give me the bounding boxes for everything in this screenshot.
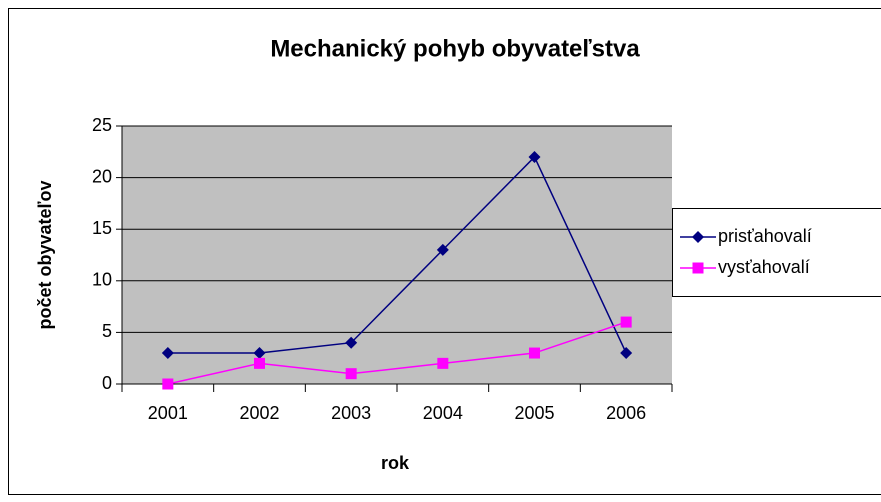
- data-point: [529, 347, 540, 359]
- data-point: [253, 347, 266, 360]
- data-point: [436, 243, 449, 256]
- plot-area: [122, 126, 672, 384]
- y-tick-label: 25: [92, 115, 112, 135]
- data-point: [162, 378, 174, 390]
- y-tick-label: 15: [92, 218, 112, 238]
- x-tick-label: 2005: [514, 403, 554, 423]
- series-line: [167, 321, 627, 385]
- x-axis-label: rok: [381, 453, 410, 473]
- chart-title: Mechanický pohyb obyvateľstva: [270, 35, 640, 62]
- x-tick-label: 2006: [606, 403, 646, 423]
- y-tick-label: 20: [92, 166, 112, 186]
- data-point: [161, 347, 174, 360]
- data-point: [528, 150, 541, 163]
- legend-label: vysťahovalí: [718, 257, 810, 277]
- legend-marker: [692, 231, 704, 243]
- y-tick-label: 0: [102, 373, 112, 393]
- y-tick-label: 5: [102, 321, 112, 341]
- x-tick-label: 2004: [423, 403, 463, 423]
- legend-label: prisťahovalí: [718, 226, 812, 246]
- x-tick-label: 2002: [239, 403, 279, 423]
- data-point: [254, 357, 265, 369]
- data-point: [437, 357, 449, 369]
- y-axis-label: počet obyvateľov: [35, 181, 55, 330]
- data-point: [345, 368, 357, 380]
- legend: [672, 208, 881, 297]
- x-tick-label: 2003: [331, 403, 371, 423]
- y-tick-label: 10: [92, 270, 112, 290]
- data-point: [620, 316, 632, 328]
- series-line: [167, 155, 627, 354]
- data-point: [620, 347, 633, 360]
- data-point: [345, 336, 358, 349]
- x-tick-label: 2001: [148, 403, 188, 423]
- legend-marker: [692, 262, 704, 274]
